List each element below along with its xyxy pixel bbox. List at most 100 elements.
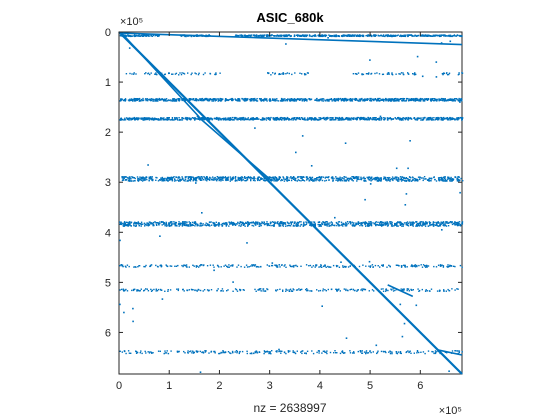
scatter-point — [134, 222, 137, 224]
scatter-point — [208, 178, 210, 180]
scatter-point — [301, 117, 304, 120]
scatter-point — [265, 99, 268, 101]
scatter-point — [231, 179, 233, 181]
scatter-point — [442, 221, 444, 223]
scatter-point — [278, 119, 281, 121]
scatter-point — [348, 119, 350, 121]
scatter-point — [412, 177, 414, 179]
scatter-point — [317, 221, 320, 223]
scatter-point — [356, 117, 358, 120]
scatter-point — [338, 116, 341, 119]
scatter-point — [190, 178, 193, 180]
scatter-point — [211, 118, 214, 120]
scatter-point — [337, 223, 339, 225]
scatter-point — [296, 180, 298, 182]
scatter-point — [189, 222, 191, 224]
scatter-point — [250, 179, 252, 182]
scatter-point — [436, 98, 438, 101]
scatter-point — [405, 222, 407, 224]
scatter-point — [272, 179, 274, 181]
scatter-point — [448, 177, 450, 179]
scatter-point — [406, 266, 408, 268]
scatter-point — [412, 179, 414, 181]
scatter-point — [167, 176, 169, 179]
scatter-point — [217, 265, 219, 267]
scatter-point — [307, 119, 309, 121]
scatter-point — [159, 288, 162, 291]
scatter-point — [413, 35, 415, 37]
scatter-point — [203, 176, 205, 178]
scatter-point — [386, 177, 388, 179]
scatter-point — [258, 34, 260, 37]
scatter-point — [461, 223, 464, 225]
scatter-point — [120, 35, 122, 37]
scatter-point — [199, 118, 201, 121]
scatter-point — [195, 178, 197, 180]
scatter-point — [228, 221, 230, 223]
scatter-point — [250, 118, 252, 121]
scatter-point — [171, 119, 173, 121]
scatter-point — [392, 288, 394, 290]
scatter-point — [307, 72, 309, 74]
scatter-point — [370, 73, 372, 75]
scatter-point — [201, 177, 204, 179]
scatter-point — [367, 116, 369, 119]
scatter-point — [143, 265, 145, 268]
scatter-point — [238, 118, 241, 120]
scatter-point — [363, 176, 365, 178]
scatter-point — [300, 221, 302, 223]
scatter-point — [239, 221, 241, 223]
scatter-point — [364, 223, 367, 225]
scatter-point — [183, 224, 185, 226]
scatter-point — [282, 224, 284, 226]
scatter-point — [379, 97, 381, 100]
scatter-point — [156, 222, 158, 224]
scatter-point — [187, 176, 189, 178]
scatter-point — [417, 288, 419, 290]
scatter-point — [399, 73, 401, 75]
scatter-point — [122, 225, 124, 227]
scatter-point — [177, 289, 179, 292]
scatter-point — [368, 72, 370, 74]
scatter-point — [224, 99, 227, 101]
scatter-point — [357, 116, 359, 119]
scatter-point — [460, 99, 462, 102]
scatter-point — [282, 73, 285, 75]
scatter-point — [261, 117, 264, 120]
scatter-point — [309, 176, 312, 179]
scatter-point — [221, 177, 223, 180]
scatter-point — [392, 100, 395, 102]
scatter-point — [195, 180, 198, 182]
scatter-point — [157, 222, 159, 224]
scatter-point — [155, 264, 157, 267]
scatter-point — [141, 177, 143, 179]
scatter-point — [461, 117, 464, 119]
chart-title: ASIC_680k — [256, 10, 324, 25]
scatter-point — [382, 99, 384, 101]
scatter-point — [180, 179, 182, 181]
scatter-point — [236, 266, 238, 268]
scatter-point — [375, 176, 377, 179]
scatter-point — [336, 265, 339, 267]
scatter-point — [444, 98, 446, 100]
scatter-point — [222, 117, 224, 120]
scatter-point — [167, 289, 169, 291]
scatter-point — [423, 100, 425, 102]
scatter-point — [137, 222, 139, 224]
scatter-point — [156, 290, 159, 292]
scatter-point — [193, 178, 195, 180]
scatter-point — [330, 98, 332, 101]
scatter-point — [152, 98, 154, 101]
scatter-point — [298, 35, 301, 37]
scatter-point — [303, 100, 305, 102]
scatter-point — [152, 34, 154, 37]
scatter-point — [352, 73, 355, 75]
scatter-point — [390, 34, 392, 37]
scatter-point — [184, 180, 186, 182]
scatter-point — [155, 118, 158, 120]
scatter-point — [208, 290, 210, 292]
scatter-point — [350, 117, 352, 119]
scatter-point — [160, 178, 162, 181]
scatter-point — [339, 180, 342, 182]
scatter-point — [333, 177, 335, 180]
